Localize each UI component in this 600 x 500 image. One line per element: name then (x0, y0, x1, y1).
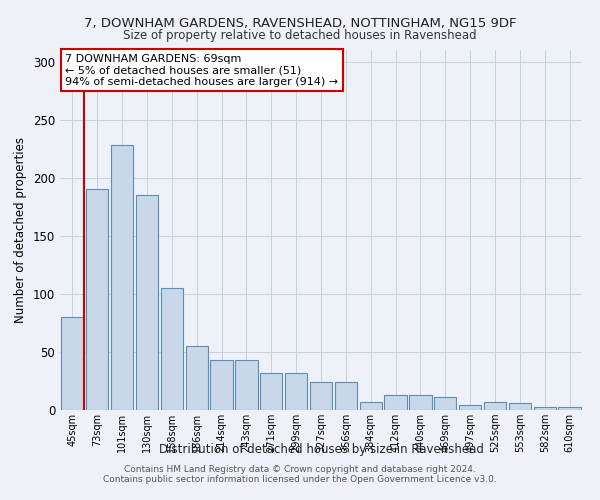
Y-axis label: Number of detached properties: Number of detached properties (14, 137, 28, 323)
Bar (434, 397, 457, 410)
Bar (260, 373, 283, 410)
Bar (211, 360, 233, 410)
Text: Contains HM Land Registry data © Crown copyright and database right 2024.: Contains HM Land Registry data © Crown c… (124, 466, 476, 474)
Bar (335, 382, 357, 410)
Bar (111, 145, 133, 410)
Text: Contains public sector information licensed under the Open Government Licence v3: Contains public sector information licen… (103, 476, 497, 484)
Bar (559, 406, 581, 410)
Text: 7, DOWNHAM GARDENS, RAVENSHEAD, NOTTINGHAM, NG15 9DF: 7, DOWNHAM GARDENS, RAVENSHEAD, NOTTINGH… (84, 18, 516, 30)
Bar (185, 346, 208, 410)
Bar (136, 195, 158, 410)
Text: Size of property relative to detached houses in Ravenshead: Size of property relative to detached ho… (123, 29, 477, 42)
Bar (285, 373, 307, 410)
Bar (359, 402, 382, 410)
Bar (86, 190, 109, 410)
Bar (459, 406, 481, 410)
Bar (533, 406, 556, 410)
Bar (235, 360, 257, 410)
Bar (310, 382, 332, 410)
Text: 7 DOWNHAM GARDENS: 69sqm
← 5% of detached houses are smaller (51)
94% of semi-de: 7 DOWNHAM GARDENS: 69sqm ← 5% of detache… (65, 54, 338, 87)
Bar (161, 288, 183, 410)
Bar (484, 402, 506, 410)
Bar (385, 395, 407, 410)
Text: Distribution of detached houses by size in Ravenshead: Distribution of detached houses by size … (158, 442, 484, 456)
Bar (509, 403, 531, 410)
Bar (61, 317, 83, 410)
Bar (409, 395, 431, 410)
